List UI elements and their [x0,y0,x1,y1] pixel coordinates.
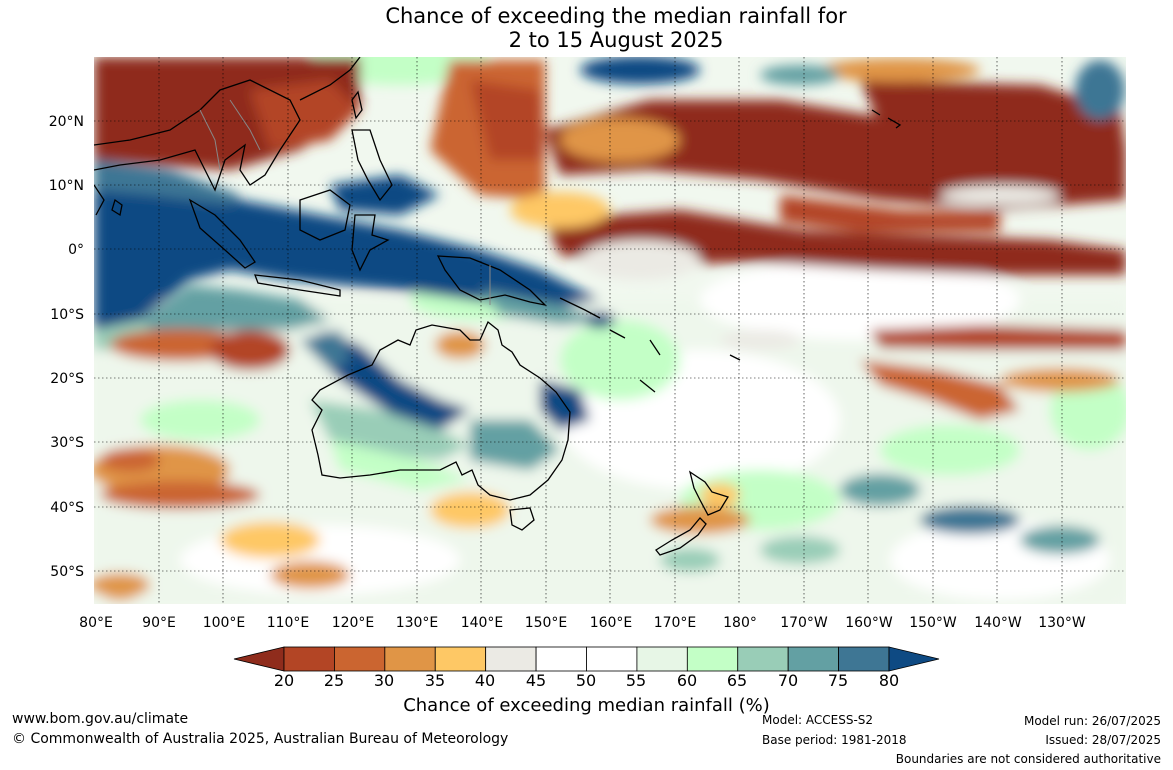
lat-label: 40°S [50,500,84,516]
colorbar-swatch [636,646,688,672]
colorbar-tick: 30 [374,671,394,690]
colorbar: 20 25 30 35 40 45 50 55 60 65 70 75 80 [233,646,940,690]
website-link[interactable]: www.bom.gov.au/climate [12,711,189,727]
lon-label: 100°E [203,615,246,631]
colorbar-swatch [535,646,587,672]
lat-label: 10°N [49,178,84,194]
lat-label: 20°N [49,114,84,130]
colorbar-arrow-high [888,646,940,672]
lon-label: 160°W [845,615,893,631]
colorbar-swatches [233,646,940,672]
lat-label: 50°S [50,564,84,580]
lon-label: 80°E [79,615,113,631]
lon-label: 170°E [654,615,697,631]
colorbar-swatch [838,646,890,672]
lon-label: 170°W [780,615,828,631]
lon-label: 150°W [909,615,957,631]
latitude-labels: 20°N 10°N 0° 10°S 20°S 30°S 40°S 50°S [49,114,84,580]
colorbar-tick: 40 [475,671,495,690]
colorbar-swatch [586,646,638,672]
legend-title: Chance of exceeding median rainfall (%) [403,695,770,716]
colorbar-tick: 75 [828,671,848,690]
title-line-1: Chance of exceeding the median rainfall … [385,4,847,28]
coastlines [94,57,902,556]
graticule [94,57,1126,604]
colorbar-tick: 45 [526,671,546,690]
rainfall-field [94,57,1126,604]
colorbar-tick: 80 [879,671,899,690]
colorbar-tick: 20 [274,671,294,690]
colorbar-swatch [434,646,487,672]
colorbar-tick: 60 [677,671,697,690]
lat-label: 30°S [50,435,84,451]
longitude-labels: 80°E 90°E 100°E 110°E 120°E 130°E 140°E … [79,615,1086,631]
lat-label: 0° [68,242,84,258]
colorbar-tick: 70 [778,671,798,690]
title-line-2: 2 to 15 August 2025 [508,28,724,52]
colorbar-swatch [485,646,537,672]
base-period-text: Base period: 1981-2018 [762,733,907,747]
map-title: Chance of exceeding the median rainfall … [0,4,1173,52]
colorbar-swatch [737,646,789,672]
lon-label: 120°E [332,615,375,631]
colorbar-ticks: 20 25 30 35 40 45 50 55 60 65 70 75 80 [274,671,899,690]
disclaimer-text: Boundaries are not considered authoritat… [895,752,1161,766]
colorbar-swatch [686,646,739,672]
colorbar-tick: 35 [425,671,445,690]
lat-label: 10°S [50,307,84,323]
issued-text: Issued: 28/07/2025 [1045,733,1161,747]
lon-label: 150°E [525,615,568,631]
model-run-text: Model run: 26/07/2025 [1023,714,1161,728]
lon-label: 140°W [974,615,1022,631]
lon-label: 110°E [267,615,310,631]
lon-label: 130°W [1038,615,1086,631]
colorbar-tick: 55 [626,671,646,690]
colorbar-swatch [334,646,386,672]
copyright-text: © Commonwealth of Australia 2025, Austra… [12,731,509,747]
rainfall-map: 20°N 10°N 0° 10°S 20°S 30°S 40°S 50°S 80… [49,57,1126,631]
lon-label: 140°E [461,615,504,631]
borders [199,99,491,305]
colorbar-swatch [384,646,436,672]
model-text: Model: ACCESS-S2 [762,713,874,727]
colorbar-tick: 65 [727,671,747,690]
colorbar-arrow-low [233,646,285,672]
lon-label: 160°E [590,615,633,631]
colorbar-swatch [787,646,839,672]
colorbar-tick: 25 [324,671,344,690]
lat-label: 20°S [50,371,84,387]
lon-label: 180° [723,615,757,631]
colorbar-tick: 50 [576,671,596,690]
lon-label: 130°E [396,615,439,631]
colorbar-swatch [283,646,335,672]
lon-label: 90°E [142,615,176,631]
